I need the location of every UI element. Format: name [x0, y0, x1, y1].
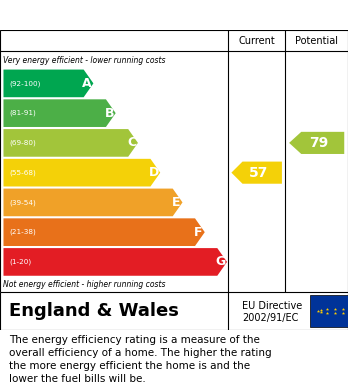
- Text: The energy efficiency rating is a measure of the
overall efficiency of a home. T: The energy efficiency rating is a measur…: [9, 335, 271, 384]
- Text: EU Directive: EU Directive: [242, 301, 302, 312]
- Polygon shape: [3, 248, 227, 276]
- Polygon shape: [3, 70, 93, 97]
- Polygon shape: [3, 218, 205, 246]
- Text: 57: 57: [248, 166, 268, 179]
- Polygon shape: [3, 188, 182, 216]
- Text: England & Wales: England & Wales: [9, 302, 179, 320]
- Polygon shape: [3, 129, 138, 157]
- Text: 79: 79: [309, 136, 328, 150]
- Text: E: E: [172, 196, 181, 209]
- Text: (81-91): (81-91): [10, 110, 37, 117]
- Text: Potential: Potential: [295, 36, 338, 46]
- Text: (39-54): (39-54): [10, 199, 37, 206]
- Text: G: G: [216, 255, 226, 269]
- Text: Energy Efficiency Rating: Energy Efficiency Rating: [7, 7, 217, 23]
- Text: Not energy efficient - higher running costs: Not energy efficient - higher running co…: [3, 280, 166, 289]
- Text: (1-20): (1-20): [10, 259, 32, 265]
- Text: (55-68): (55-68): [10, 169, 37, 176]
- Text: Current: Current: [238, 36, 275, 46]
- Text: A: A: [82, 77, 92, 90]
- Polygon shape: [3, 99, 116, 127]
- Text: D: D: [149, 166, 159, 179]
- Polygon shape: [231, 161, 282, 184]
- Text: C: C: [127, 136, 136, 149]
- Text: (21-38): (21-38): [10, 229, 37, 235]
- Text: 2002/91/EC: 2002/91/EC: [242, 313, 298, 323]
- Text: (92-100): (92-100): [10, 80, 41, 87]
- Text: B: B: [105, 107, 114, 120]
- Text: Very energy efficient - lower running costs: Very energy efficient - lower running co…: [3, 56, 166, 65]
- Polygon shape: [3, 159, 160, 187]
- Polygon shape: [289, 132, 344, 154]
- Text: F: F: [194, 226, 203, 239]
- Bar: [310, 295, 348, 327]
- Text: (69-80): (69-80): [10, 140, 37, 146]
